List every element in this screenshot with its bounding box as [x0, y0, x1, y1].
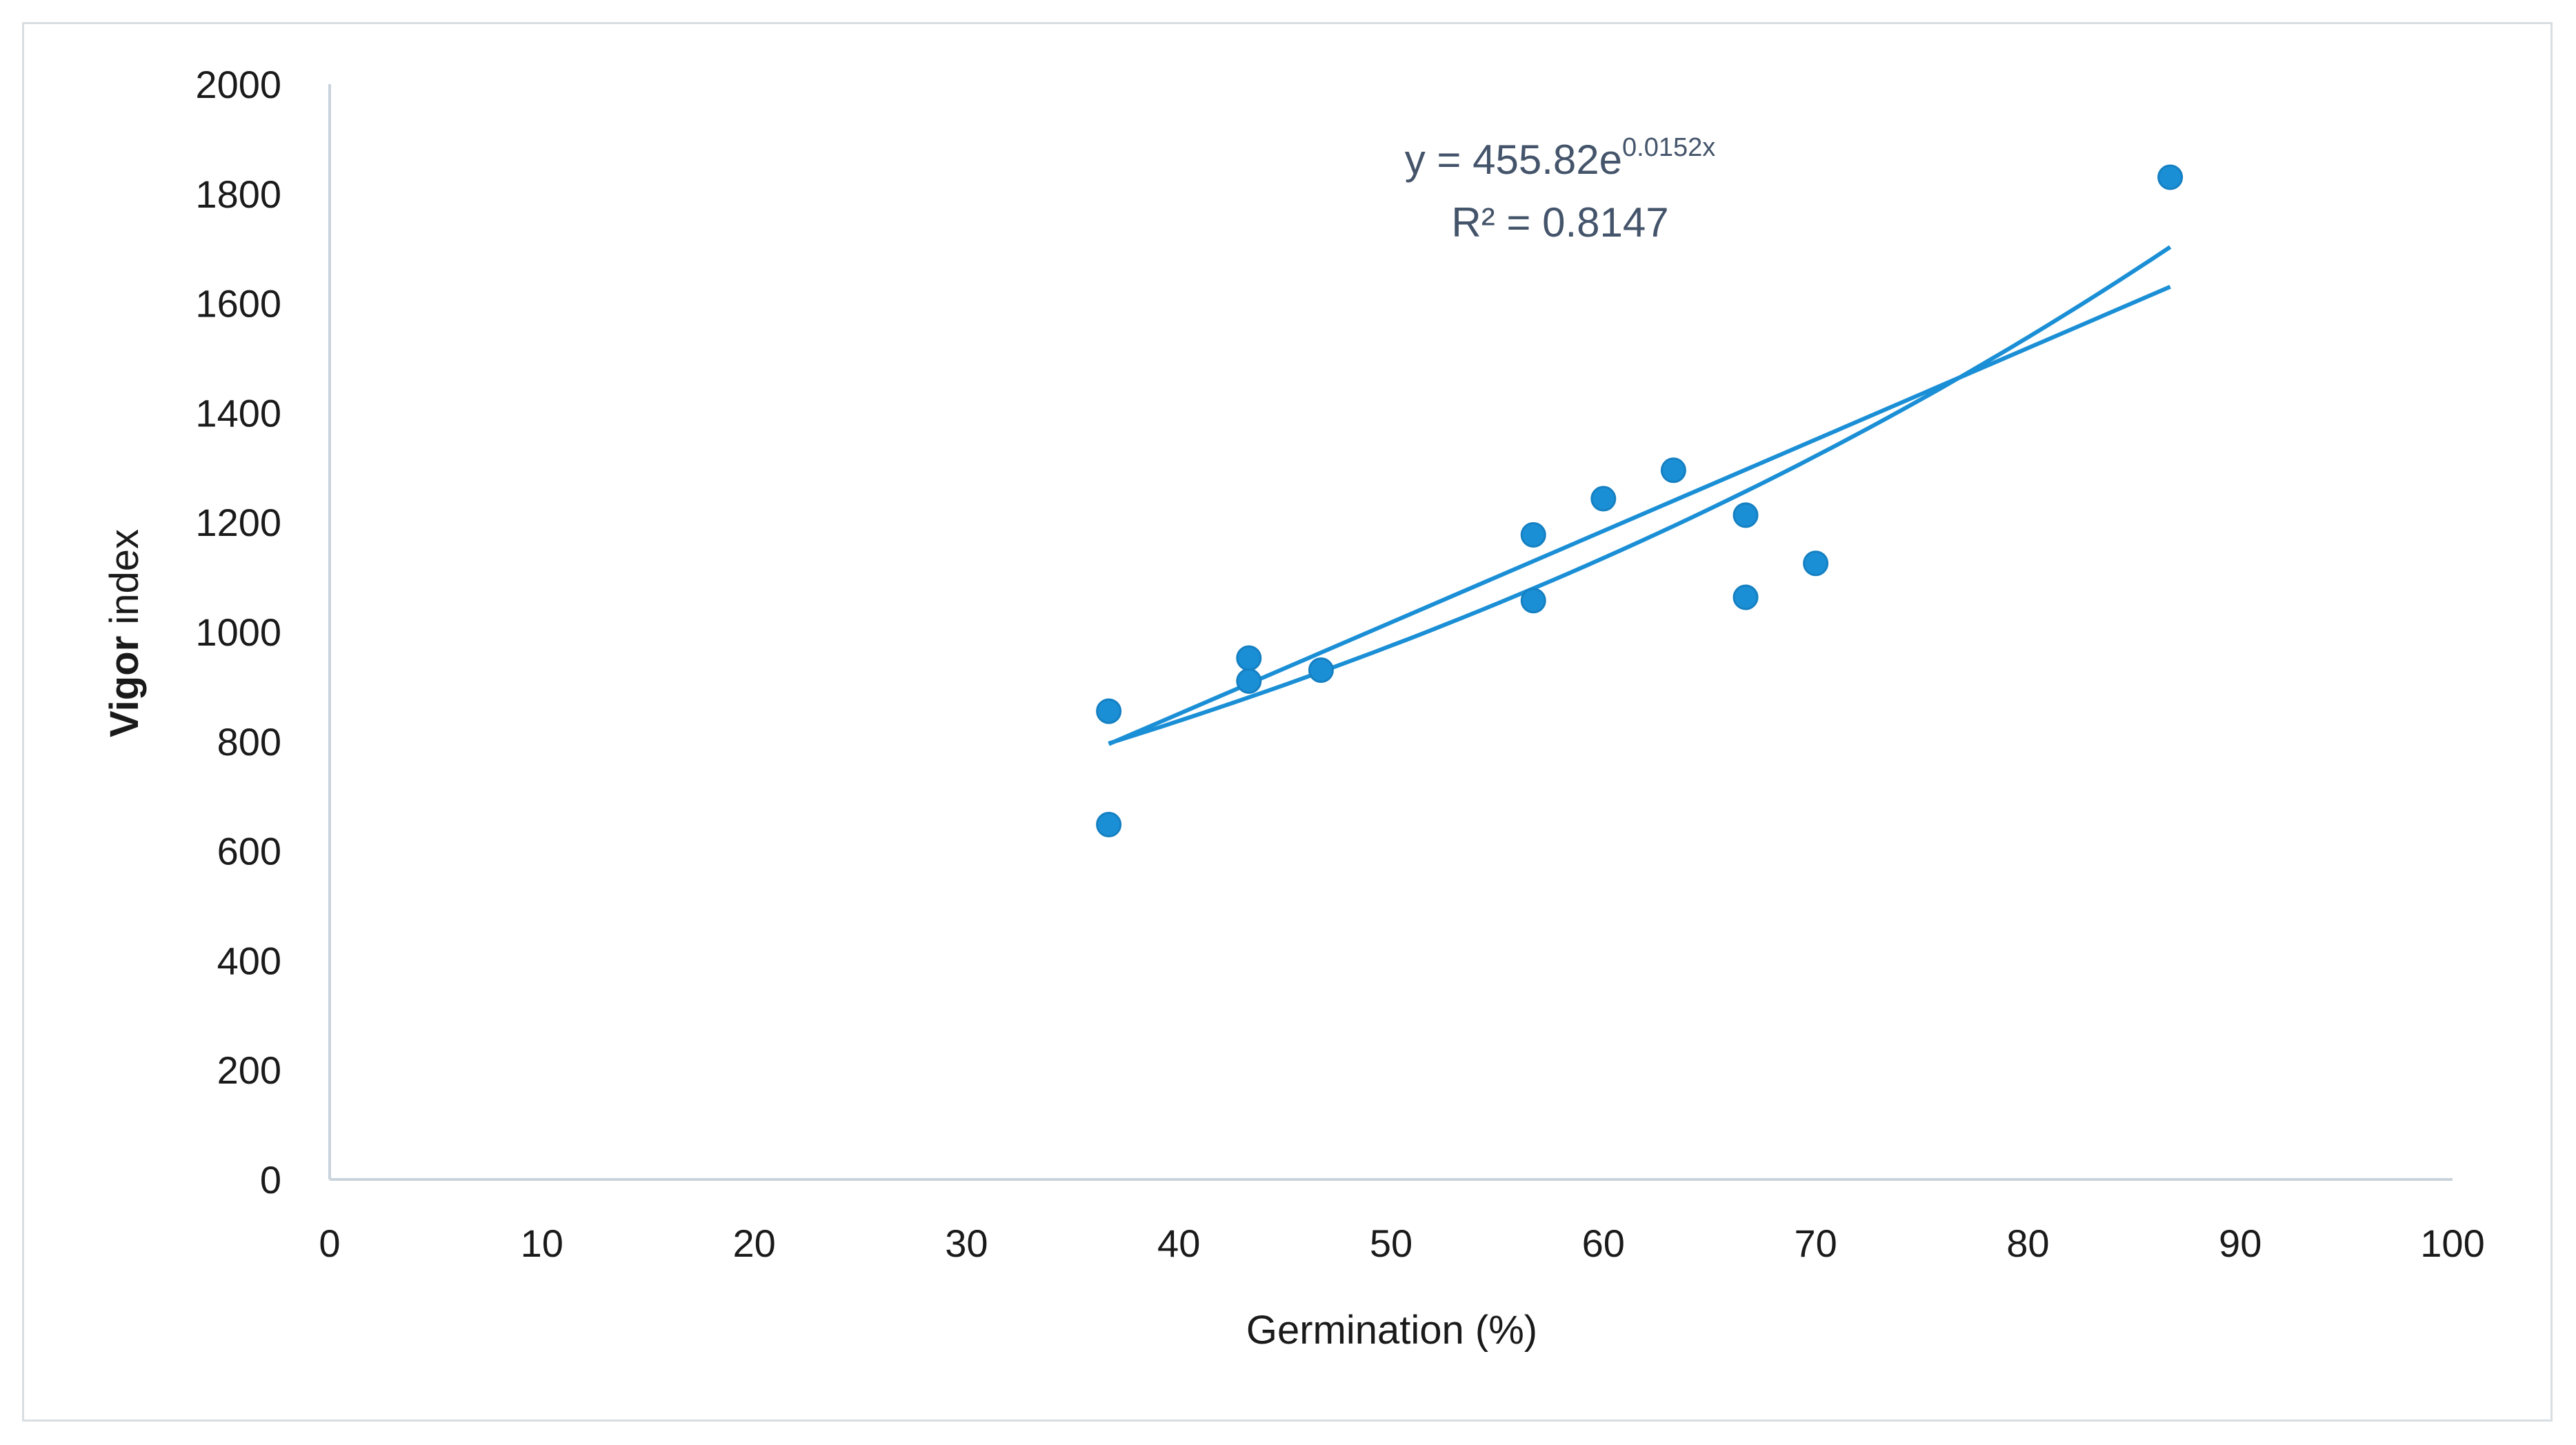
data-point	[1236, 668, 1262, 694]
y-tick-label: 1600	[195, 282, 281, 326]
y-tick-label: 400	[217, 939, 281, 982]
data-point	[1733, 502, 1759, 528]
y-axis-title-rest: index	[102, 529, 147, 636]
x-tick-label: 0	[319, 1222, 340, 1265]
y-tick-label: 600	[217, 830, 281, 873]
y-tick-labels: 0 200 400 600 800 1000 1200 1400 1600 1800 2000	[195, 63, 281, 1202]
linear-trendline	[1108, 285, 2171, 746]
x-tick-label: 90	[2219, 1222, 2262, 1265]
x-tick-label: 100	[2420, 1222, 2484, 1265]
x-tick-label: 50	[1370, 1222, 1412, 1265]
y-axis-title: Vigor index	[102, 529, 147, 737]
x-tick-label: 10	[521, 1222, 563, 1265]
data-point	[1096, 811, 1122, 837]
chart-frame	[22, 22, 2553, 1422]
x-tick-label: 60	[1582, 1222, 1625, 1265]
data-point	[2157, 164, 2184, 190]
x-tick-label: 70	[1794, 1222, 1837, 1265]
equation-base: y = 455.82e	[1405, 137, 1622, 183]
y-tick-label: 1200	[195, 501, 281, 544]
data-point	[1520, 588, 1546, 614]
data-point	[1308, 657, 1334, 684]
x-axis-title: Germination (%)	[1246, 1308, 1537, 1353]
data-point	[1520, 521, 1546, 548]
y-tick-label: 0	[260, 1158, 281, 1202]
x-tick-label: 20	[732, 1222, 775, 1265]
exponential-trendline	[1108, 245, 2172, 746]
axes	[328, 84, 2453, 1181]
y-tick-label: 1800	[195, 172, 281, 216]
data-point	[1733, 584, 1759, 610]
data-point	[1803, 550, 1829, 577]
y-tick-label: 800	[217, 720, 281, 764]
data-point	[1236, 645, 1262, 671]
x-tick-labels: 0 10 20 30 40 50 60 70 80 90 100	[319, 1222, 2484, 1265]
r-squared-label: R² = 0.8147	[1451, 199, 1668, 246]
x-tick-label: 30	[945, 1222, 988, 1265]
trendline-equation: y = 455.82e0.0152x	[1405, 133, 1716, 183]
data-point	[1660, 457, 1686, 484]
x-tick-label: 80	[2006, 1222, 2049, 1265]
data-point	[1590, 486, 1617, 512]
y-tick-label: 2000	[195, 63, 281, 106]
data-point	[1096, 698, 1122, 724]
x-tick-label: 40	[1157, 1222, 1200, 1265]
trendlines	[1108, 245, 2172, 746]
y-tick-label: 1400	[195, 391, 281, 435]
data-points	[1096, 164, 2184, 837]
y-tick-label: 1000	[195, 610, 281, 654]
y-axis-title-bold: Vigor	[102, 636, 147, 737]
equation-exponent: 0.0152x	[1622, 133, 1715, 162]
y-tick-label: 200	[217, 1048, 281, 1092]
